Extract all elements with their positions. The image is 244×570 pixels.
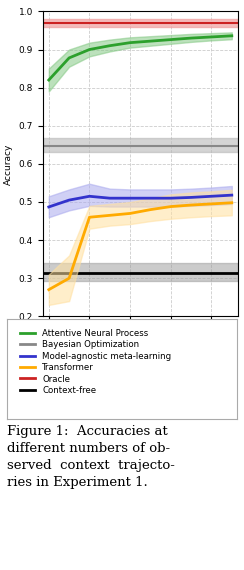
Y-axis label: Accuracy: Accuracy xyxy=(4,143,13,185)
Bar xyxy=(43,138,238,152)
Legend: Attentive Neural Process, Bayesian Optimization, Model-agnostic meta-learning, T: Attentive Neural Process, Bayesian Optim… xyxy=(16,325,175,398)
Text: Figure 1:  Accuracies at
different numbers of ob-
served  context  trajecto-
rie: Figure 1: Accuracies at different number… xyxy=(7,425,175,488)
Bar xyxy=(43,19,238,27)
Bar xyxy=(43,263,238,281)
X-axis label: N of Context Trajectories: N of Context Trajectories xyxy=(84,341,196,349)
